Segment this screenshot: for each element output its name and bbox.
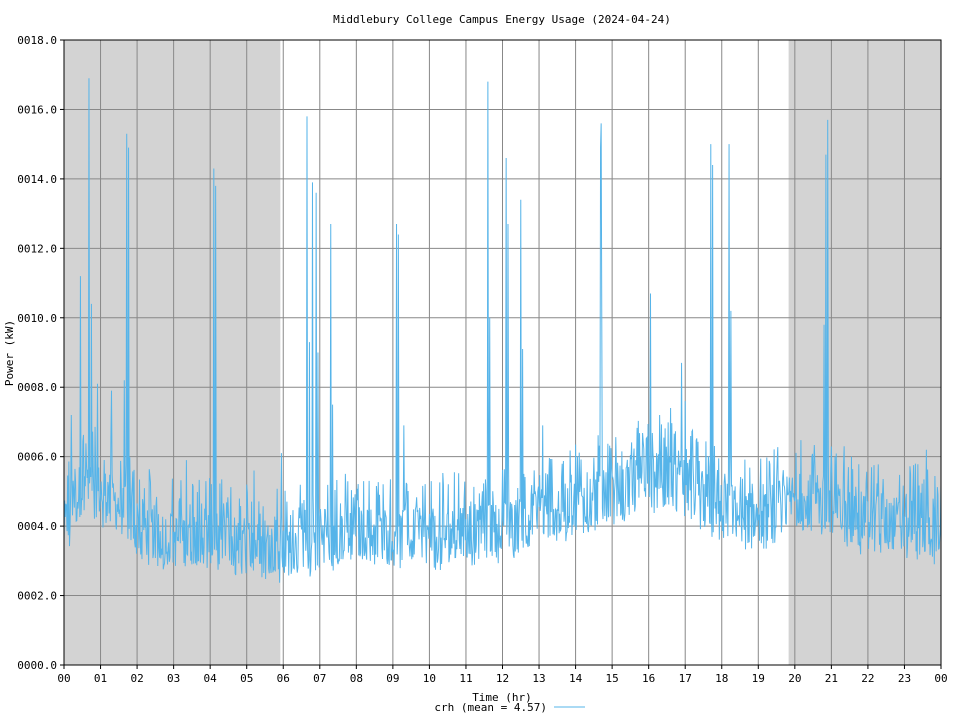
y-tick-label-7: 0014.0: [17, 173, 57, 186]
y-tick-label-6: 0012.0: [17, 242, 57, 255]
x-tick-label-17: 17: [679, 672, 692, 685]
x-tick-label-24: 00: [934, 672, 947, 685]
night-band-1: [788, 40, 941, 665]
y-tick-label-0: 0000.0: [17, 659, 57, 672]
x-tick-label-23: 23: [898, 672, 911, 685]
legend-label: crh (mean = 4.57): [434, 701, 547, 714]
y-tick-label-8: 0016.0: [17, 103, 57, 116]
y-tick-label-5: 0010.0: [17, 312, 57, 325]
x-tick-label-18: 18: [715, 672, 728, 685]
legend: crh (mean = 4.57): [434, 701, 585, 714]
x-tick-label-20: 20: [788, 672, 801, 685]
x-tick-label-12: 12: [496, 672, 509, 685]
x-tick-label-9: 09: [386, 672, 399, 685]
y-tick-label-1: 0002.0: [17, 590, 57, 603]
x-tick-label-4: 04: [204, 672, 218, 685]
x-tick-label-10: 10: [423, 672, 436, 685]
y-tick-label-2: 0004.0: [17, 520, 57, 533]
y-tick-label-9: 0018.0: [17, 34, 57, 47]
x-tick-label-0: 00: [57, 672, 70, 685]
series-line-crh: [63, 78, 942, 583]
axes: 00 01 02 03 04 05 06 07 08 09 10 11 12 13 14 15 16 17 18 19…: [17, 34, 947, 685]
x-tick-label-7: 07: [313, 672, 326, 685]
x-tick-label-15: 15: [606, 672, 619, 685]
x-tick-label-2: 02: [130, 672, 143, 685]
x-tick-label-3: 03: [167, 672, 180, 685]
x-tick-label-5: 05: [240, 672, 253, 685]
chart-title: Middlebury College Campus Energy Usage (…: [333, 13, 671, 26]
x-tick-label-21: 21: [825, 672, 838, 685]
x-axis-label: Time (hr): [472, 691, 532, 704]
x-tick-label-16: 16: [642, 672, 655, 685]
x-tick-label-6: 06: [277, 672, 290, 685]
x-tick-label-11: 11: [459, 672, 472, 685]
y-tick-label-3: 0006.0: [17, 451, 57, 464]
y-axis-label: Power (kW): [3, 320, 16, 386]
y-tick-label-4: 0008.0: [17, 381, 57, 394]
x-tick-label-22: 22: [861, 672, 874, 685]
x-tick-label-1: 01: [94, 672, 107, 685]
x-tick-label-19: 19: [752, 672, 765, 685]
x-tick-label-14: 14: [569, 672, 583, 685]
night-band-0: [64, 40, 281, 665]
x-tick-label-8: 08: [350, 672, 363, 685]
x-tick-label-13: 13: [532, 672, 545, 685]
